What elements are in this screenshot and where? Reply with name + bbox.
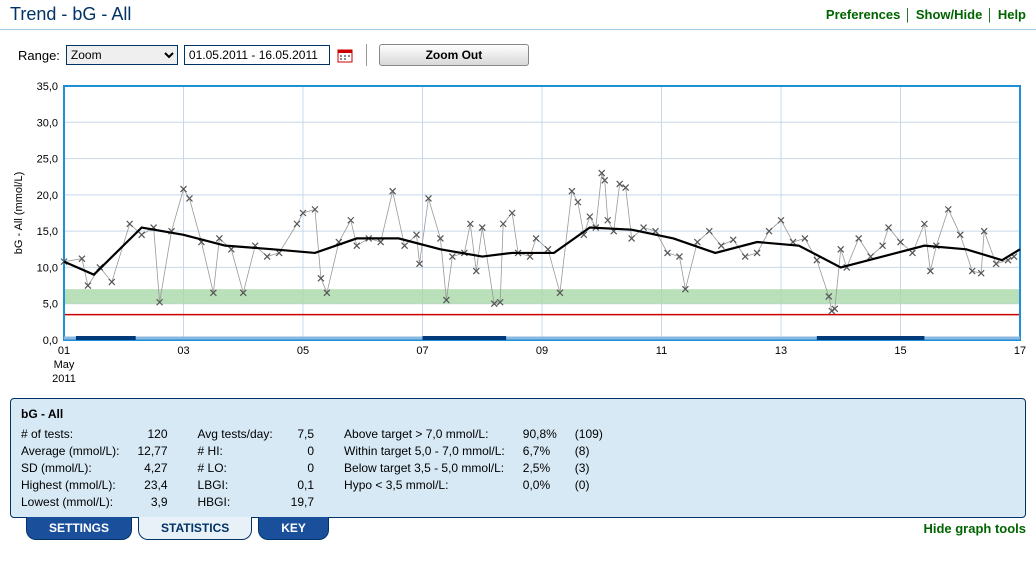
stat-label: Lowest (mmol/L): [21,495,119,509]
svg-text:bG - All (mmol/L): bG - All (mmol/L) [13,172,25,255]
svg-text:03: 03 [177,345,189,357]
stat-value: 0,1 [291,478,314,492]
tab-settings[interactable]: SETTINGS [26,517,132,540]
range-select[interactable]: Zoom [66,45,178,65]
tab-statistics[interactable]: STATISTICS [138,517,252,540]
stat-value: 6,7% [523,444,557,458]
tabs-row: SETTINGS STATISTICS KEY Hide graph tools [0,517,1036,546]
stat-label: Below target 3,5 - 5,0 mmol/L: [344,461,505,475]
stat-value: 19,7 [291,495,314,509]
calendar-icon[interactable] [336,46,354,64]
statistics-panel: bG - All # of tests: 120 Average (mmol/L):… [10,398,1026,518]
svg-text:05: 05 [297,345,309,357]
stat-label: Above target > 7,0 mmol/L: [344,427,505,441]
svg-text:15,0: 15,0 [37,226,58,238]
showhide-link[interactable]: Show/Hide [916,7,982,22]
svg-text:0,0: 0,0 [43,335,58,347]
stat-label: HBGI: [198,495,273,509]
svg-text:15: 15 [894,345,906,357]
hide-graph-tools-link[interactable]: Hide graph tools [923,521,1026,536]
stat-value: 23,4 [137,478,167,492]
stat-value: 3,9 [137,495,167,509]
stats-title: bG - All [21,407,1015,421]
stat-value: 0,0% [523,478,557,492]
stat-value: 90,8% [523,427,557,441]
stat-count: (8) [575,444,603,458]
stat-count: (3) [575,461,603,475]
svg-text:30,0: 30,0 [37,117,58,129]
svg-text:25,0: 25,0 [37,154,58,166]
stat-value: 0 [291,461,314,475]
date-range-input[interactable] [184,45,330,65]
preferences-link[interactable]: Preferences [826,7,900,22]
stat-value: 120 [137,427,167,441]
svg-text:13: 13 [775,345,787,357]
stat-label: Average (mmol/L): [21,444,119,458]
separator: │ [986,8,994,22]
svg-text:5,0: 5,0 [43,299,58,311]
help-link[interactable]: Help [998,7,1026,22]
svg-text:11: 11 [656,345,667,357]
svg-text:35,0: 35,0 [37,81,58,93]
page-title: Trend - bG - All [10,4,131,25]
stat-value: 4,27 [137,461,167,475]
stats-grid: # of tests: 120 Average (mmol/L): 12,77 SD (… [21,427,1015,509]
stat-count: (109) [575,427,603,441]
header-links: Preferences │ Show/Hide │ Help [826,7,1026,22]
stats-column-3: Above target > 7,0 mmol/L: 90,8% (109) With… [344,427,603,509]
controls-row: Range: Zoom Zoom Out [0,30,1036,72]
stat-label: Hypo < 3,5 mmol/L: [344,478,505,492]
trend-chart: 0,0 5,0 10,0 15,0 20,0 25,0 30,0 35,0 bG - All (… [10,78,1026,388]
zoom-out-button[interactable]: Zoom Out [379,44,529,66]
stat-value: 0 [291,444,314,458]
svg-text:2011: 2011 [52,373,76,385]
stat-value: 12,77 [137,444,167,458]
tabs: SETTINGS STATISTICS KEY [26,517,329,540]
stats-column-2: Avg tests/day: 7,5 # HI: 0 # LO: 0 LBGI: 0,1 HBG… [198,427,315,509]
svg-text:20,0: 20,0 [37,190,58,202]
stat-value: 7,5 [291,427,314,441]
stat-label: # of tests: [21,427,119,441]
stat-label: Highest (mmol/L): [21,478,119,492]
svg-text:10,0: 10,0 [37,262,58,274]
stat-label: LBGI: [198,478,273,492]
stat-value: 2,5% [523,461,557,475]
stats-column-1: # of tests: 120 Average (mmol/L): 12,77 SD (… [21,427,168,509]
svg-text:17: 17 [1014,345,1026,357]
chart-area: 0,0 5,0 10,0 15,0 20,0 25,0 30,0 35,0 bG - All (… [0,72,1036,388]
range-label: Range: [18,48,60,63]
tab-key[interactable]: KEY [258,517,329,540]
stat-label: Avg tests/day: [198,427,273,441]
svg-text:01: 01 [58,345,70,357]
svg-text:07: 07 [416,345,428,357]
separator [366,44,367,66]
stat-label: # LO: [198,461,273,475]
svg-text:09: 09 [536,345,548,357]
stat-count: (0) [575,478,603,492]
header-bar: Trend - bG - All Preferences │ Show/Hide… [0,0,1036,30]
separator: │ [904,8,912,22]
stat-label: # HI: [198,444,273,458]
stat-label: SD (mmol/L): [21,461,119,475]
svg-text:May: May [54,359,75,371]
stat-label: Within target 5,0 - 7,0 mmol/L: [344,444,505,458]
